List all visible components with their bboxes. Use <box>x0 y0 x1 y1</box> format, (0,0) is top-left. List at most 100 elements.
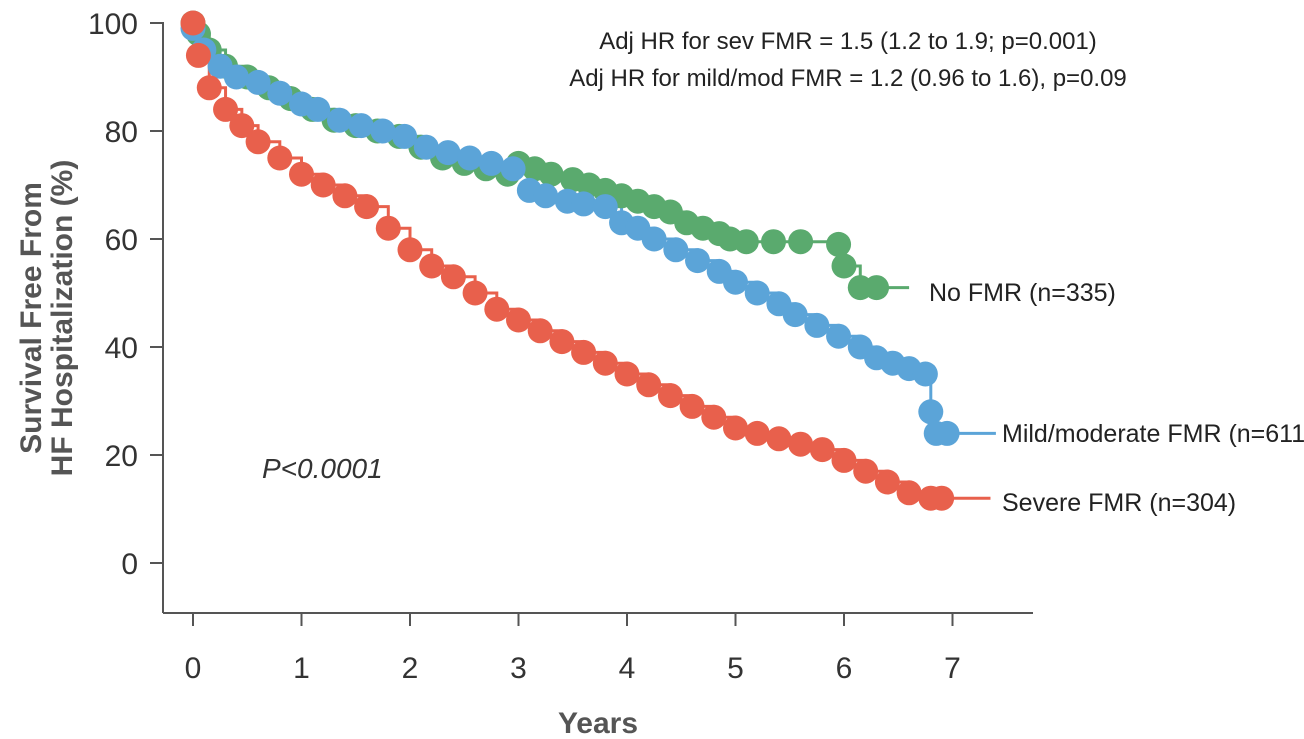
severe-fmr-point <box>874 469 900 495</box>
severe-fmr-point <box>180 10 206 36</box>
severe-fmr-point <box>592 350 618 376</box>
severe-fmr-point <box>462 280 488 306</box>
y-tick-label: 20 <box>105 440 138 473</box>
severe-fmr-label: Severe FMR (n=304) <box>1002 489 1236 517</box>
mild-moderate-fmr-point <box>912 361 938 387</box>
axes <box>162 22 1033 614</box>
y-tick-label: 100 <box>88 8 138 41</box>
severe-fmr-point <box>896 480 922 506</box>
severe-fmr-point <box>267 145 293 171</box>
severe-fmr-point <box>766 426 792 452</box>
mild-moderate-fmr-point <box>435 140 461 166</box>
series-labels: No FMR (n=335) Mild/moderate FMR (n=611) S… <box>929 279 1304 517</box>
severe-fmr-point <box>354 194 380 220</box>
no-fmr-point <box>733 229 759 255</box>
severe-fmr-point <box>332 183 358 209</box>
mild-moderate-fmr-point <box>685 248 711 274</box>
y-axis-title-line1: Survival Free From <box>15 182 48 454</box>
severe-fmr-point <box>310 172 336 198</box>
mild-moderate-fmr-point <box>370 118 396 144</box>
no-fmr-point <box>831 253 857 279</box>
y-tick-label: 0 <box>121 548 138 581</box>
y-tick-label: 60 <box>105 224 138 257</box>
severe-fmr-point <box>506 307 531 333</box>
severe-fmr-point <box>229 113 255 139</box>
mild-moderate-fmr-point <box>826 323 852 349</box>
mild-moderate-fmr-point <box>413 134 439 160</box>
x-tick-label: 1 <box>293 652 310 685</box>
severe-fmr-point <box>527 318 553 344</box>
x-tick-label: 3 <box>510 652 527 685</box>
severe-fmr-point <box>419 253 445 279</box>
severe-fmr-point <box>484 296 510 322</box>
mild-moderate-fmr-point <box>245 69 271 95</box>
severe-fmr-point <box>657 383 683 409</box>
mild-moderate-fmr-point <box>592 194 618 220</box>
mild-moderate-fmr-point <box>571 191 597 217</box>
x-tick-label: 2 <box>402 652 419 685</box>
no-fmr-point <box>760 229 786 255</box>
severe-fmr-point <box>196 75 222 101</box>
no-fmr-point <box>826 231 852 257</box>
p-value-annotation: P<0.0001 <box>262 453 383 484</box>
mild-moderate-fmr-point <box>478 150 504 176</box>
mild-moderate-fmr-point <box>348 113 374 139</box>
no-fmr-point <box>864 275 890 301</box>
severe-fmr-point <box>636 372 662 398</box>
mild-moderate-fmr-point <box>782 302 808 328</box>
mild-moderate-fmr-point <box>326 107 352 133</box>
series-points <box>180 10 960 511</box>
no-fmr-point <box>788 229 814 255</box>
x-tick-label: 5 <box>727 652 744 685</box>
mild-moderate-fmr-point <box>934 420 960 446</box>
mild-moderate-fmr-point <box>533 183 559 209</box>
mild-moderate-fmr-point <box>804 312 830 338</box>
x-axis-title: Years <box>558 707 638 739</box>
y-tick-label: 40 <box>105 332 138 365</box>
mild-moderate-fmr-point <box>457 145 483 171</box>
mild-moderate-fmr-point <box>744 280 770 306</box>
mild-moderate-fmr-point <box>305 96 331 122</box>
severe-fmr-point <box>213 96 239 122</box>
severe-fmr-point <box>723 415 748 441</box>
y-axis-title-line2: HF Hospitalization (%) <box>46 160 79 477</box>
severe-fmr-line <box>193 21 991 500</box>
mild-moderate-fmr-point <box>223 64 249 90</box>
series-lines <box>193 21 996 500</box>
mild-moderate-fmr-point <box>392 123 418 149</box>
mild-moderate-fmr-point <box>641 226 667 252</box>
no-fmr-point <box>538 161 564 187</box>
hr-severe-annotation: Adj HR for sev FMR = 1.5 (1.2 to 1.9; p=… <box>599 28 1097 55</box>
severe-fmr-point <box>831 447 857 473</box>
severe-fmr-point <box>440 264 466 290</box>
severe-fmr-point <box>788 431 814 457</box>
ticks: 0 1 2 3 4 5 6 7 0 20 40 60 80 100 <box>88 8 961 685</box>
hr-mild-annotation: Adj HR for mild/mod FMR = 1.2 (0.96 to 1… <box>569 65 1127 92</box>
severe-fmr-point <box>375 215 401 241</box>
mild-moderate-fmr-point <box>663 237 689 263</box>
no-fmr-label: No FMR (n=335) <box>929 279 1116 307</box>
mild-moderate-fmr-point <box>500 156 526 182</box>
severe-fmr-point <box>289 161 314 187</box>
severe-fmr-point <box>853 458 879 484</box>
severe-fmr-point <box>397 237 423 263</box>
x-tick-label: 4 <box>619 652 636 685</box>
severe-fmr-point <box>571 339 597 365</box>
x-tick-label: 6 <box>836 652 853 685</box>
severe-fmr-point <box>701 404 727 430</box>
severe-fmr-point <box>614 361 640 387</box>
mild-moderate-fmr-point <box>723 269 748 295</box>
severe-fmr-point <box>245 129 271 155</box>
y-tick-label: 80 <box>105 116 138 149</box>
severe-fmr-point <box>679 393 705 419</box>
mild-moderate-fmr-label: Mild/moderate FMR (n=611) <box>1002 420 1304 448</box>
severe-fmr-point <box>549 329 575 355</box>
severe-fmr-point <box>185 42 211 68</box>
severe-fmr-point <box>744 420 770 446</box>
mild-moderate-fmr-point <box>918 399 944 425</box>
x-tick-label: 0 <box>185 652 202 685</box>
mild-moderate-fmr-point <box>267 80 293 106</box>
severe-fmr-point <box>929 485 955 511</box>
severe-fmr-point <box>809 437 835 463</box>
